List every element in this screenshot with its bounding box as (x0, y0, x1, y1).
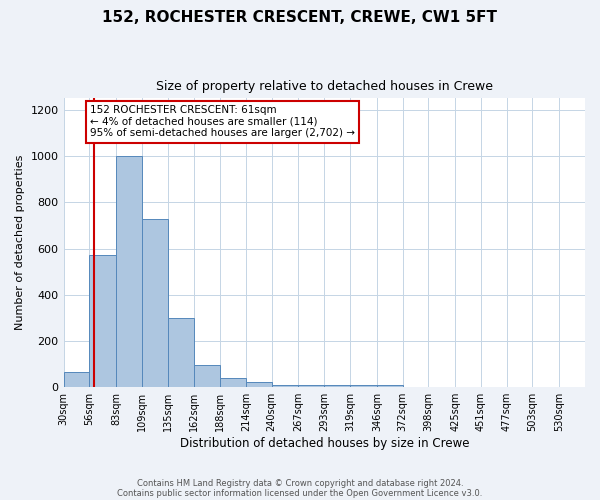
Bar (324, 386, 350, 387)
Bar (167, 318, 194, 387)
Y-axis label: Number of detached properties: Number of detached properties (15, 155, 25, 330)
Bar (64, 372, 89, 387)
Bar (298, 386, 324, 387)
Bar (194, 366, 220, 387)
Bar (272, 385, 298, 387)
Bar (89, 256, 116, 387)
Bar (377, 385, 403, 387)
X-axis label: Distribution of detached houses by size in Crewe: Distribution of detached houses by size … (179, 437, 469, 450)
Text: Contains HM Land Registry data © Crown copyright and database right 2024.: Contains HM Land Registry data © Crown c… (137, 478, 463, 488)
Bar (246, 382, 272, 387)
Text: 152, ROCHESTER CRESCENT, CREWE, CW1 5FT: 152, ROCHESTER CRESCENT, CREWE, CW1 5FT (103, 10, 497, 25)
Text: Contains public sector information licensed under the Open Government Licence v3: Contains public sector information licen… (118, 488, 482, 498)
Bar (220, 378, 246, 387)
Text: 152 ROCHESTER CRESCENT: 61sqm
← 4% of detached houses are smaller (114)
95% of s: 152 ROCHESTER CRESCENT: 61sqm ← 4% of de… (91, 106, 355, 138)
Bar (142, 218, 167, 387)
Title: Size of property relative to detached houses in Crewe: Size of property relative to detached ho… (156, 80, 493, 93)
Bar (350, 386, 377, 387)
Bar (116, 156, 142, 387)
